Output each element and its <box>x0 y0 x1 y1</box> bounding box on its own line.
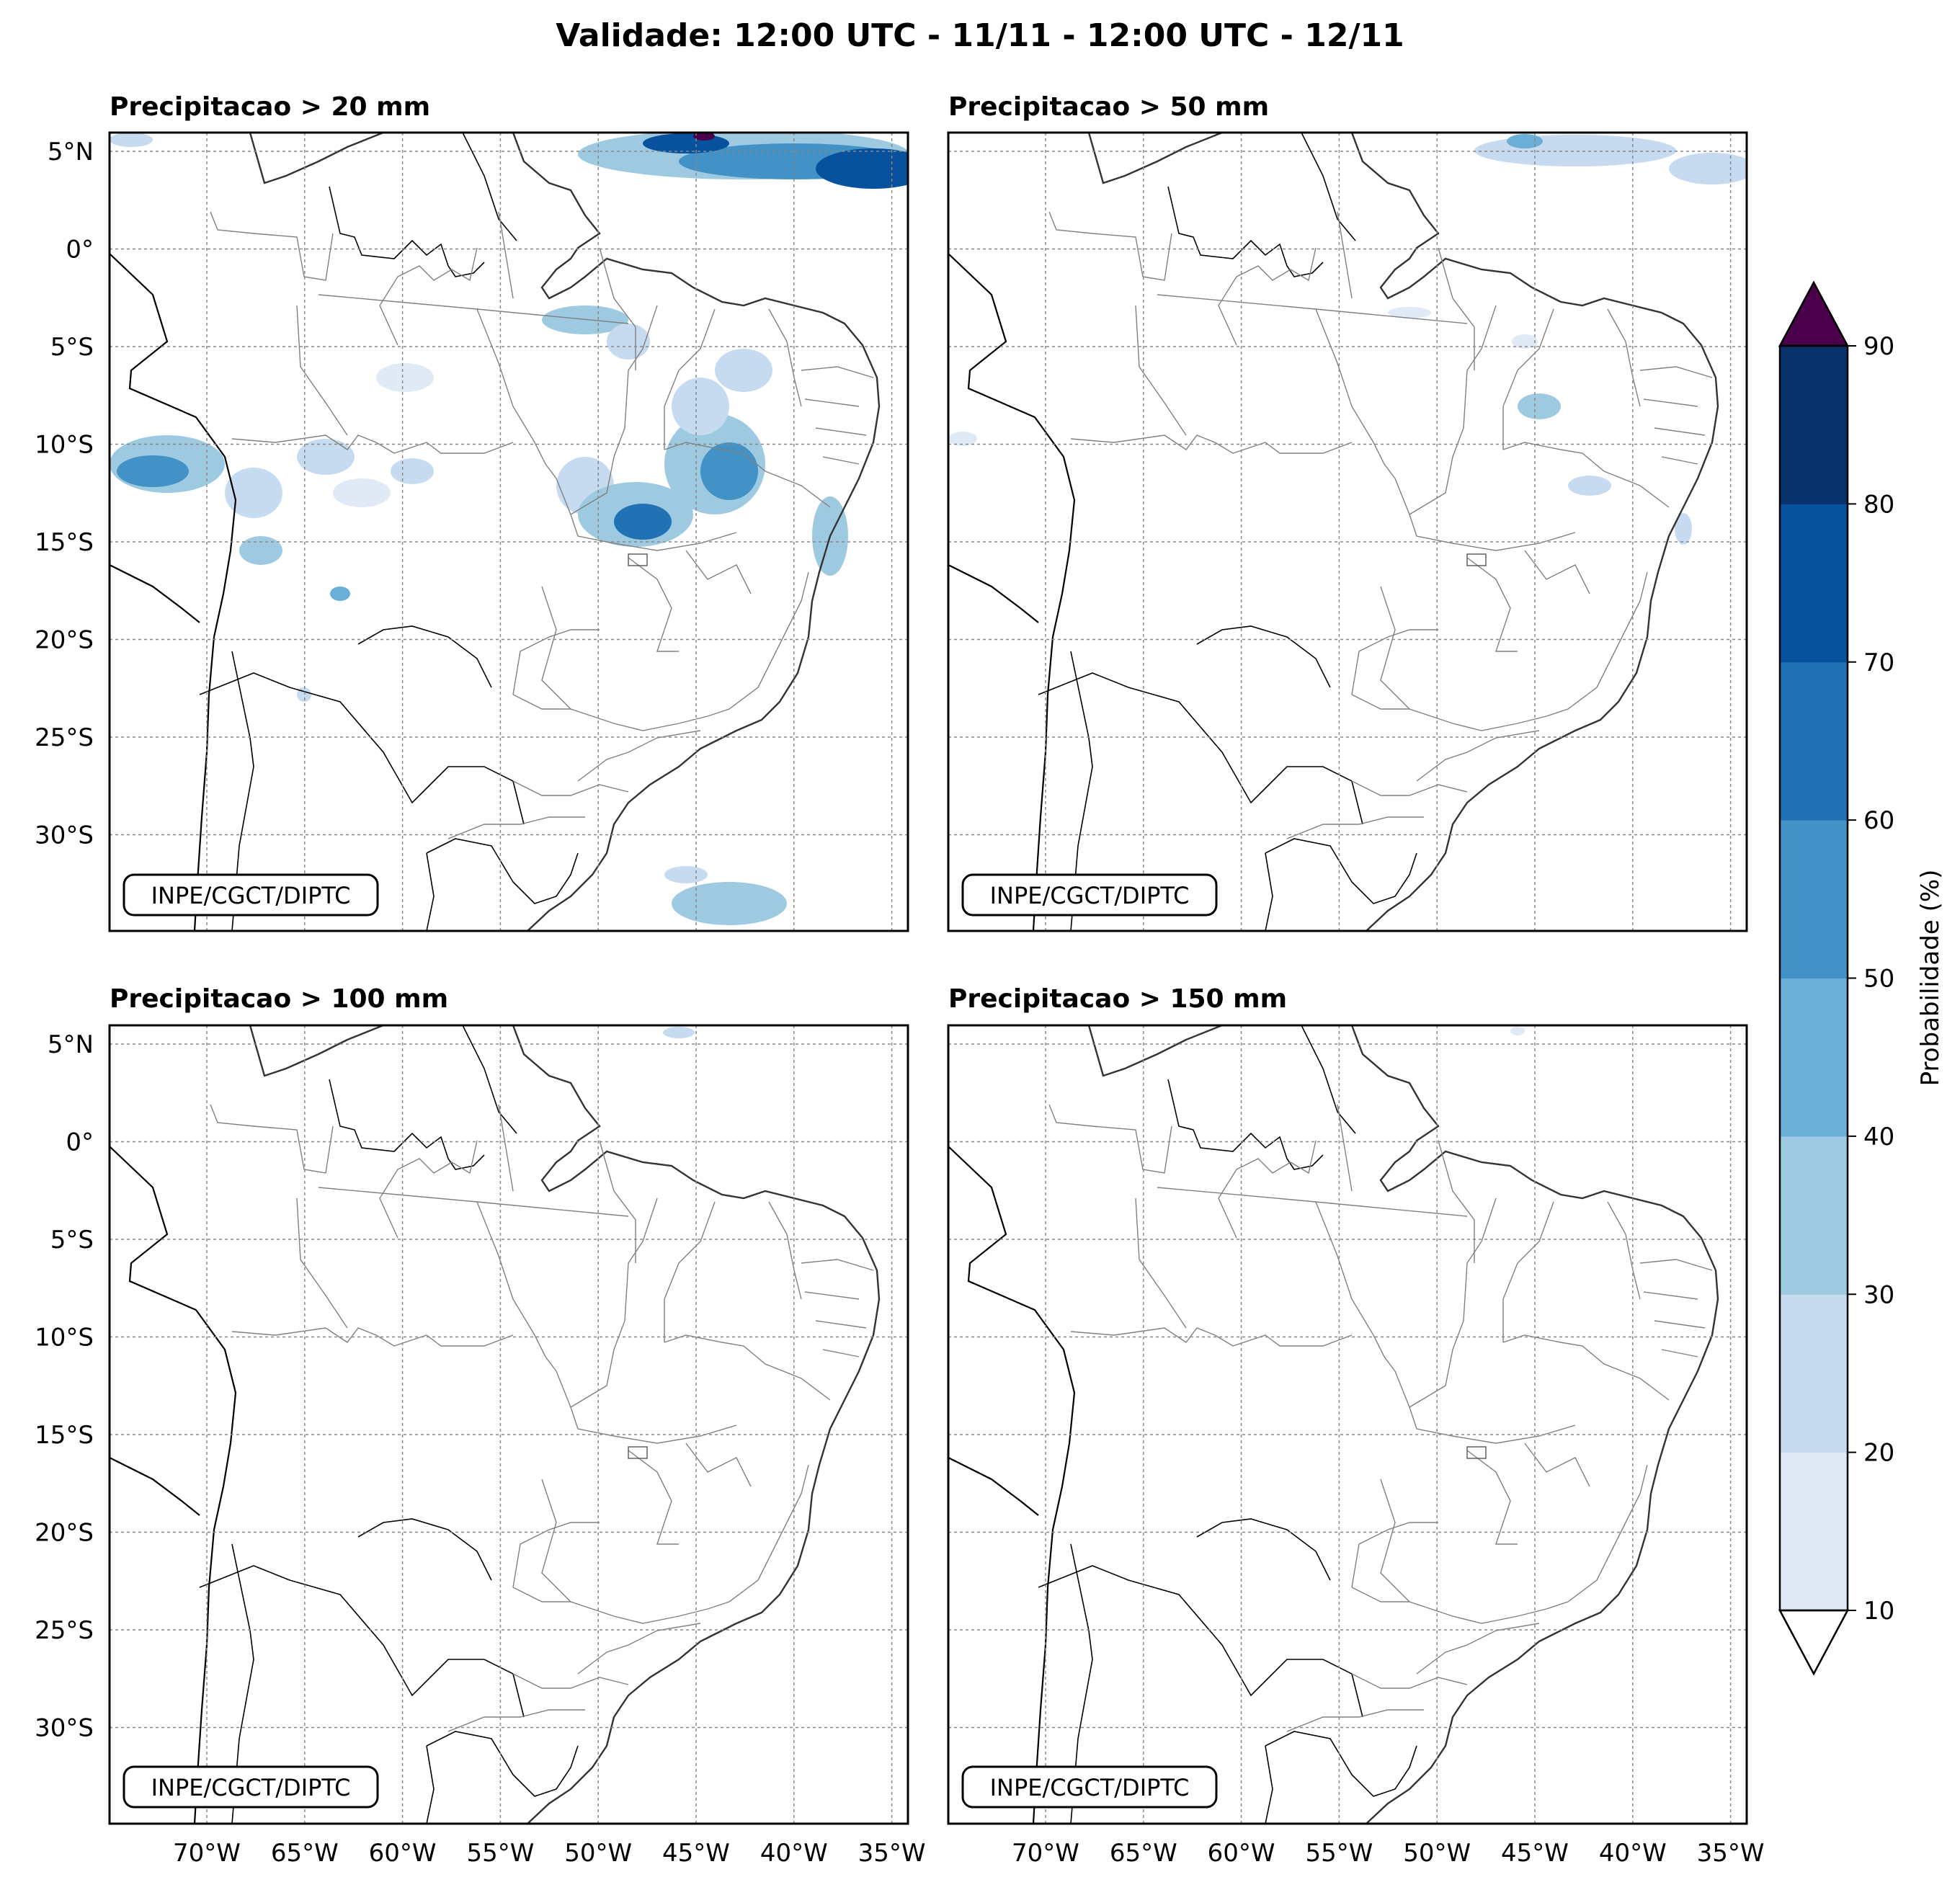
map-frame <box>108 131 909 932</box>
lon-tick-label: 55°W <box>1305 1839 1373 1868</box>
credit-box: INPE/CGCT/DIPTC <box>961 873 1218 917</box>
lon-tick-label: 35°W <box>1697 1839 1765 1868</box>
colorbar-segment <box>1780 346 1848 504</box>
lon-tick-label: 50°W <box>564 1839 632 1868</box>
lon-tick-label: 60°W <box>369 1839 437 1868</box>
graticule <box>110 1025 908 1824</box>
map-frame <box>947 131 1748 932</box>
figure-title: Validade: 12:00 UTC - 11/11 - 12:00 UTC … <box>556 17 1404 54</box>
colorbar-tick-label: 90 <box>1863 332 1894 361</box>
colorbar: 10 20 30 40 50 60 70 80 90 Probabilidade (%) <box>1778 280 1945 1676</box>
map-panel-100mm: Precipitacao > 100 mm INPE/CGCT/DIPTC <box>108 984 909 1825</box>
lat-tick-label: 25°S <box>35 1616 94 1645</box>
credit-label: INPE/CGCT/DIPTC <box>990 1774 1190 1801</box>
lat-tick-label: 30°S <box>35 821 94 850</box>
longitude-labels: 70°W 65°W 60°W 55°W 50°W 45°W 40°W 35°W <box>173 1839 925 1868</box>
credit-box: INPE/CGCT/DIPTC <box>961 1765 1218 1809</box>
credit-label: INPE/CGCT/DIPTC <box>990 882 1190 909</box>
colorbar-tick-label: 50 <box>1863 965 1894 994</box>
panel-title: Precipitacao > 100 mm <box>110 984 448 1014</box>
credit-box: INPE/CGCT/DIPTC <box>122 873 379 917</box>
lon-tick-label: 55°W <box>466 1839 534 1868</box>
lat-tick-label: 10°S <box>35 1324 94 1352</box>
colorbar-tick-label: 10 <box>1863 1597 1894 1626</box>
colorbar-under-arrow <box>1778 1609 1850 1676</box>
lon-tick-label: 65°W <box>1110 1839 1177 1868</box>
lat-tick-label: 5°N <box>48 1030 94 1059</box>
graticule <box>110 133 908 931</box>
lat-tick-label: 20°S <box>35 626 94 655</box>
panel-title: Precipitacao > 20 mm <box>110 92 430 122</box>
map-frame <box>947 1024 1748 1825</box>
panel-title: Precipitacao > 150 mm <box>948 984 1287 1014</box>
colorbar-tick-label: 20 <box>1863 1439 1894 1468</box>
map-panel-20mm: Precipitacao > 20 mm INPE/CGCT/DIPTC <box>108 92 909 932</box>
map-frame <box>108 1024 909 1825</box>
lon-tick-label: 40°W <box>760 1839 828 1868</box>
lon-tick-label: 60°W <box>1208 1839 1275 1868</box>
colorbar-segment <box>1780 1136 1848 1295</box>
latitude-labels: 5°N 0° 5°S 10°S 15°S 20°S 25°S 30°S <box>35 1030 94 1743</box>
colorbar-tick-label: 40 <box>1863 1123 1894 1151</box>
lon-tick-label: 35°W <box>858 1839 926 1868</box>
lon-tick-label: 45°W <box>662 1839 730 1868</box>
panel-title: Precipitacao > 50 mm <box>948 92 1269 122</box>
lat-tick-label: 15°S <box>35 1421 94 1450</box>
lat-tick-label: 5°N <box>48 138 94 166</box>
colorbar-tick-label: 70 <box>1863 648 1894 677</box>
longitude-labels: 70°W 65°W 60°W 55°W 50°W 45°W 40°W 35°W <box>1012 1839 1764 1868</box>
colorbar-label: Probabilidade (%) <box>1916 870 1945 1087</box>
lat-tick-label: 30°S <box>35 1714 94 1743</box>
colorbar-segment <box>1780 820 1848 978</box>
colorbar-segment <box>1780 1452 1848 1611</box>
colorbar-tick-label: 80 <box>1863 490 1894 519</box>
lon-tick-label: 70°W <box>173 1839 241 1868</box>
colorbar-segment <box>1780 1294 1848 1453</box>
credit-box: INPE/CGCT/DIPTC <box>122 1765 379 1809</box>
map-panel-150mm: Precipitacao > 150 mm INPE/CGCT/DIPTC <box>947 984 1748 1825</box>
lat-tick-label: 0° <box>66 1128 94 1157</box>
colorbar-tick-label: 30 <box>1863 1280 1894 1309</box>
lon-tick-label: 40°W <box>1599 1839 1667 1868</box>
latitude-labels: 5°N 0° 5°S 10°S 15°S 20°S 25°S 30°S <box>35 138 94 850</box>
graticule <box>948 133 1747 931</box>
lat-tick-label: 10°S <box>35 431 94 460</box>
colorbar-over-arrow <box>1778 280 1850 347</box>
lat-tick-label: 20°S <box>35 1519 94 1548</box>
colorbar-segment <box>1780 504 1848 663</box>
credit-label: INPE/CGCT/DIPTC <box>151 882 351 909</box>
lon-tick-label: 65°W <box>271 1839 339 1868</box>
lat-tick-label: 0° <box>66 236 94 264</box>
lat-tick-label: 5°S <box>50 1226 94 1254</box>
lat-tick-label: 25°S <box>35 723 94 752</box>
graticule <box>948 1025 1747 1824</box>
colorbar-tick-label: 60 <box>1863 806 1894 835</box>
map-panel-50mm: Precipitacao > 50 mm INPE/CGCT/DIPTC <box>947 92 1748 932</box>
colorbar-segment <box>1780 661 1848 821</box>
lat-tick-label: 5°S <box>50 333 94 362</box>
lon-tick-label: 45°W <box>1501 1839 1569 1868</box>
lat-tick-label: 15°S <box>35 528 94 557</box>
credit-label: INPE/CGCT/DIPTC <box>151 1774 351 1801</box>
lon-tick-label: 70°W <box>1012 1839 1079 1868</box>
lon-tick-label: 50°W <box>1403 1839 1471 1868</box>
colorbar-segment <box>1780 978 1848 1137</box>
